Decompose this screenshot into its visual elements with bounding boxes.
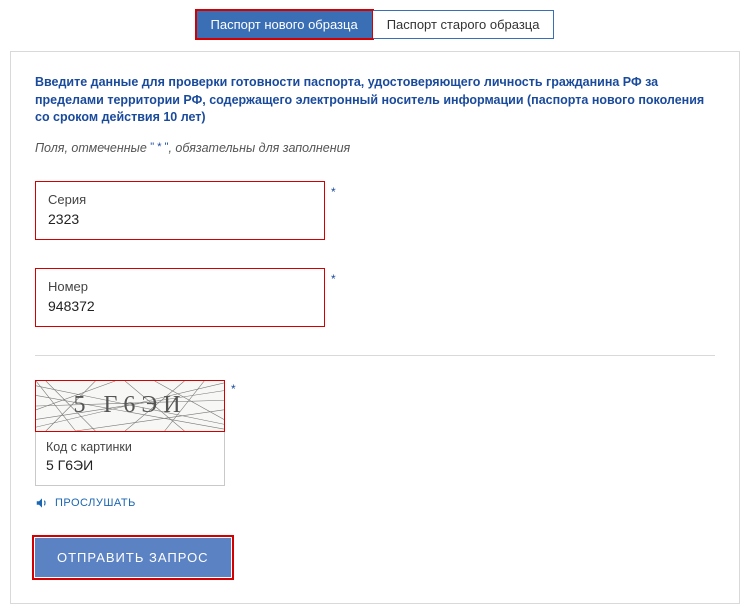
number-label: Номер [48,279,312,294]
tab-new-passport[interactable]: Паспорт нового образца [196,10,373,39]
submit-row: ОТПРАВИТЬ ЗАПРОС [35,538,715,577]
required-mark-icon: * [231,382,236,396]
series-field-row: Серия * [35,181,715,240]
hint-suffix: , обязательны для заполнения [168,141,350,155]
number-input[interactable] [48,298,312,314]
number-field-row: Номер * [35,268,715,327]
captcha-input-box[interactable]: Код с картинки [35,432,225,486]
form-panel: Введите данные для проверки готовности п… [10,51,740,604]
required-mark-icon: * [331,185,336,199]
series-label: Серия [48,192,312,207]
series-input[interactable] [48,211,312,227]
submit-button[interactable]: ОТПРАВИТЬ ЗАПРОС [35,538,231,577]
captcha-input[interactable] [46,457,214,473]
captcha-code-display: 5 Г6ЭИ [73,392,186,419]
audio-icon [35,496,49,510]
tab-old-passport[interactable]: Паспорт старого образца [373,10,555,39]
captcha-listen-button[interactable]: ПРОСЛУШАТЬ [35,496,255,510]
number-field[interactable]: Номер [35,268,325,327]
hint-prefix: Поля, отмеченные [35,141,150,155]
passport-type-tabs: Паспорт нового образца Паспорт старого о… [10,10,740,39]
captcha-input-label: Код с картинки [46,440,214,454]
required-hint: Поля, отмеченные " * ", обязательны для … [35,141,715,155]
captcha-block: 5 Г6ЭИ * Код с картинки ПРОСЛУШАТЬ [35,380,255,510]
series-field[interactable]: Серия [35,181,325,240]
captcha-image: 5 Г6ЭИ [35,380,225,432]
required-mark-icon: * [331,272,336,286]
captcha-listen-label: ПРОСЛУШАТЬ [55,497,136,509]
section-divider [35,355,715,356]
hint-asterisk: " * " [150,141,168,153]
intro-text: Введите данные для проверки готовности п… [35,74,715,127]
